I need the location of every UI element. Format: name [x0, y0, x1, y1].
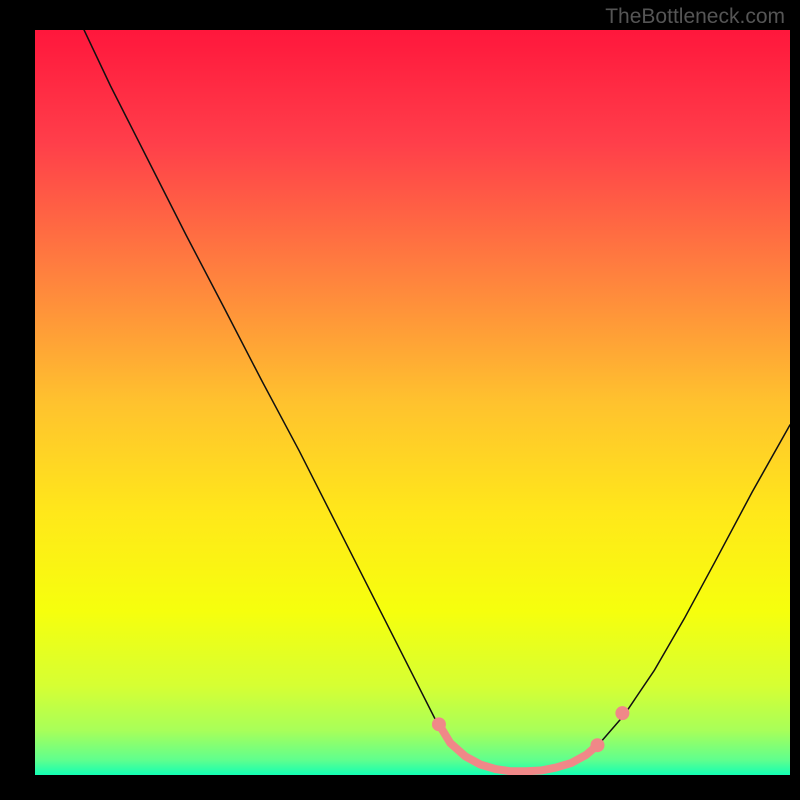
- watermark-label: TheBottleneck.com: [605, 5, 785, 29]
- bottleneck-curve-path: [84, 30, 790, 773]
- bottom-highlight-strip: [439, 724, 598, 771]
- curve-canvas: [35, 30, 790, 775]
- highlight-cap: [615, 706, 629, 720]
- highlight-cap: [432, 717, 446, 731]
- highlight-cap: [590, 738, 604, 752]
- plot-area: [35, 30, 790, 775]
